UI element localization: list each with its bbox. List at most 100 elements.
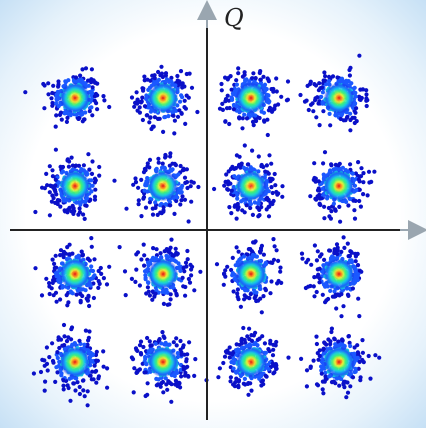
scatter-point (168, 297, 173, 302)
scatter-point (157, 337, 162, 342)
scatter-point (224, 172, 229, 177)
scatter-point (145, 285, 150, 290)
scatter-point (355, 355, 360, 360)
scatter-point (266, 197, 271, 203)
scatter-point (263, 288, 268, 293)
scatter-point (89, 171, 95, 176)
scatter-point (257, 115, 262, 121)
scatter-point (141, 242, 146, 247)
scatter-point (248, 205, 253, 211)
scatter-point (176, 261, 181, 266)
scatter-point (244, 116, 250, 121)
scatter-point (230, 271, 235, 276)
scatter-point (61, 255, 66, 260)
scatter-point (143, 393, 148, 399)
scatter-point (50, 257, 55, 262)
scatter-point (338, 219, 343, 224)
scatter-point (136, 202, 141, 207)
scatter-point (80, 67, 85, 72)
scatter-point (312, 294, 317, 299)
scatter-point (364, 103, 369, 109)
scatter-point (87, 109, 92, 114)
scatter-point (228, 375, 233, 380)
scatter-point (66, 335, 71, 340)
cluster-core (59, 170, 91, 202)
scatter-point (261, 74, 266, 79)
scatter-point (136, 198, 141, 203)
scatter-point (105, 385, 110, 390)
scatter-point (357, 268, 362, 273)
scatter-point (83, 66, 89, 71)
scatter-point (299, 356, 304, 361)
scatter-point (133, 279, 138, 284)
scatter-point (46, 81, 51, 86)
scatter-point (141, 86, 146, 91)
scatter-point (321, 161, 326, 166)
scatter-point (348, 111, 353, 116)
scatter-point (225, 187, 230, 192)
scatter-point (239, 199, 244, 204)
scatter-point (332, 289, 337, 294)
scatter-point (131, 182, 136, 187)
scatter-point (279, 94, 284, 99)
scatter-point (85, 389, 90, 394)
scatter-point (186, 219, 191, 224)
scatter-point (169, 237, 174, 242)
scatter-point (326, 337, 331, 342)
scatter-point (266, 171, 271, 176)
scatter-point (365, 98, 370, 103)
scatter-point (139, 177, 144, 182)
scatter-point (246, 247, 251, 252)
scatter-point (183, 121, 188, 126)
scatter-point (78, 287, 83, 292)
scatter-point (228, 379, 233, 384)
scatter-point (142, 166, 147, 172)
scatter-point (163, 114, 168, 120)
scatter-point (311, 358, 316, 363)
scatter-point (302, 99, 308, 104)
scatter-point (231, 350, 236, 355)
scatter-point (90, 352, 96, 357)
scatter-point (40, 357, 45, 362)
scatter-point (81, 163, 86, 168)
scatter-point (242, 143, 247, 148)
scatter-point (172, 161, 177, 166)
scatter-point (223, 119, 228, 124)
scatter-point (333, 292, 338, 297)
scatter-point (49, 286, 54, 291)
scatter-point (316, 357, 321, 362)
scatter-point (82, 216, 87, 221)
scatter-point (234, 82, 239, 87)
scatter-point (177, 380, 182, 385)
scatter-point (169, 168, 174, 173)
scatter-point (354, 106, 359, 111)
scatter-point (237, 257, 242, 262)
scatter-point (49, 96, 54, 101)
scatter-point (42, 388, 47, 393)
scatter-point (53, 177, 58, 182)
scatter-point (23, 90, 28, 95)
scatter-point (153, 291, 158, 296)
scatter-point (78, 298, 83, 303)
scatter-point (135, 250, 141, 255)
scatter-point (229, 211, 234, 216)
scatter-point (318, 95, 323, 100)
scatter-point (345, 390, 351, 395)
scatter-point (230, 255, 235, 260)
scatter-point (241, 254, 247, 259)
scatter-point (68, 290, 73, 295)
scatter-point (236, 385, 241, 390)
scatter-point (61, 378, 66, 383)
scatter-point (133, 346, 139, 351)
scatter-point (144, 291, 149, 296)
scatter-point (330, 74, 336, 79)
scatter-point (150, 297, 155, 302)
scatter-point (65, 115, 70, 120)
cluster-core (147, 258, 179, 290)
cluster-core (235, 82, 267, 114)
scatter-point (69, 209, 74, 214)
scatter-point (242, 376, 247, 381)
scatter-point (142, 188, 147, 193)
scatter-point (93, 369, 98, 374)
scatter-point (90, 85, 95, 90)
